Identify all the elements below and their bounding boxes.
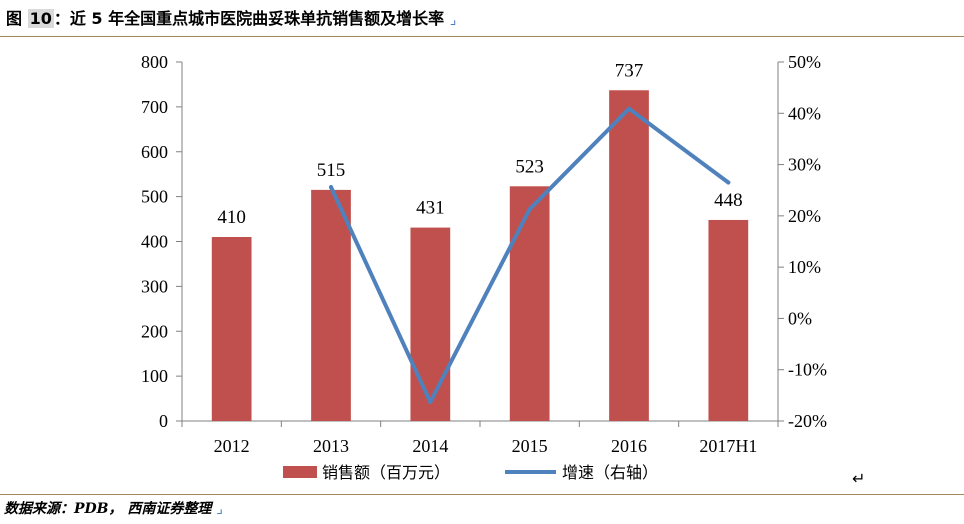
chart-axes: 0 100 200 300 400 500 600 700 800 -20% -10% 0% 10% 20… bbox=[141, 52, 827, 456]
bar bbox=[410, 227, 451, 421]
bar bbox=[708, 219, 749, 421]
line-series bbox=[329, 106, 731, 405]
bar bbox=[509, 186, 550, 421]
bar bbox=[211, 237, 252, 421]
y-right-tick-label: 10% bbox=[788, 257, 821, 277]
legend-label-bar: 销售额（百万元） bbox=[322, 463, 450, 482]
bar-data-label: 523 bbox=[515, 156, 544, 177]
y-right-tick-label: 0% bbox=[788, 308, 812, 328]
bar bbox=[311, 189, 351, 421]
y-right-tick-label: 50% bbox=[788, 52, 821, 72]
return-icon: ↵ bbox=[852, 469, 865, 488]
x-tick-label: 2012 bbox=[214, 436, 250, 456]
x-tick-label: 2013 bbox=[313, 436, 349, 456]
y-left-tick-label: 200 bbox=[141, 321, 168, 341]
y-left-tick-label: 700 bbox=[141, 97, 168, 117]
bar-data-label: 515 bbox=[317, 160, 346, 181]
legend: 销售额（百万元） 增速（右轴） ↵ bbox=[283, 463, 865, 488]
y-left-tick-label: 800 bbox=[141, 52, 168, 72]
y-right-tick-label: 20% bbox=[788, 206, 821, 226]
x-tick-label: 2016 bbox=[611, 436, 647, 456]
sales-growth-chart: 0 100 200 300 400 500 600 700 800 -20% -10% 0% 10% 20… bbox=[141, 52, 865, 488]
y-left-tick-label: 300 bbox=[141, 276, 168, 296]
source-end-mark: ⌟ bbox=[216, 501, 223, 517]
x-tick-label: 2015 bbox=[512, 436, 548, 456]
y-right-tick-label: 30% bbox=[788, 155, 821, 175]
bar-data-label: 737 bbox=[615, 60, 644, 81]
data-labels: 410 515 431 523 737 448 bbox=[217, 60, 742, 228]
bar-series bbox=[211, 90, 749, 422]
legend-swatch-bar bbox=[283, 466, 317, 478]
growth-point bbox=[627, 106, 631, 111]
legend-label-line: 增速（右轴） bbox=[562, 463, 658, 482]
bar-data-label: 410 bbox=[217, 207, 246, 228]
title-divider bbox=[0, 36, 964, 37]
paragraph-end-mark: ⌟ bbox=[449, 12, 457, 28]
y-left-tick-label: 500 bbox=[141, 187, 168, 207]
bar-data-label: 431 bbox=[416, 198, 445, 219]
figure-title-text: ：近 5 年全国重点城市医院曲妥珠单抗销售额及增长率 bbox=[53, 9, 445, 28]
source-text: 数据来源：PDB， 西南证券整理 bbox=[4, 501, 212, 517]
x-tick-label: 2017H1 bbox=[699, 436, 757, 456]
y-left-tick-label: 100 bbox=[141, 366, 168, 386]
growth-point bbox=[329, 185, 333, 190]
y-right-tick-label: -10% bbox=[788, 360, 827, 380]
source-note: 数据来源：PDB， 西南证券整理 ⌟ bbox=[4, 500, 223, 518]
bar bbox=[609, 90, 649, 422]
figure-header: 图 10 ：近 5 年全国重点城市医院曲妥珠单抗销售额及增长率 ⌟ bbox=[0, 0, 964, 40]
growth-point bbox=[527, 207, 532, 212]
footer-divider bbox=[0, 494, 964, 495]
y-left-tick-label: 400 bbox=[141, 232, 168, 252]
y-right-tick-label: 40% bbox=[788, 103, 821, 123]
y-left-tick-label: 0 bbox=[159, 411, 168, 431]
growth-point bbox=[726, 180, 731, 185]
figure-number: 10 bbox=[27, 9, 54, 28]
growth-point bbox=[428, 400, 433, 405]
bar-data-label: 448 bbox=[714, 190, 743, 211]
y-left-tick-label: 600 bbox=[141, 142, 168, 162]
figure-title: 图 10 ：近 5 年全国重点城市医院曲妥珠单抗销售额及增长率 ⌟ bbox=[6, 8, 456, 31]
x-tick-label: 2014 bbox=[412, 436, 448, 456]
y-right-tick-label: -20% bbox=[788, 411, 827, 431]
figure-prefix: 图 bbox=[6, 9, 28, 28]
